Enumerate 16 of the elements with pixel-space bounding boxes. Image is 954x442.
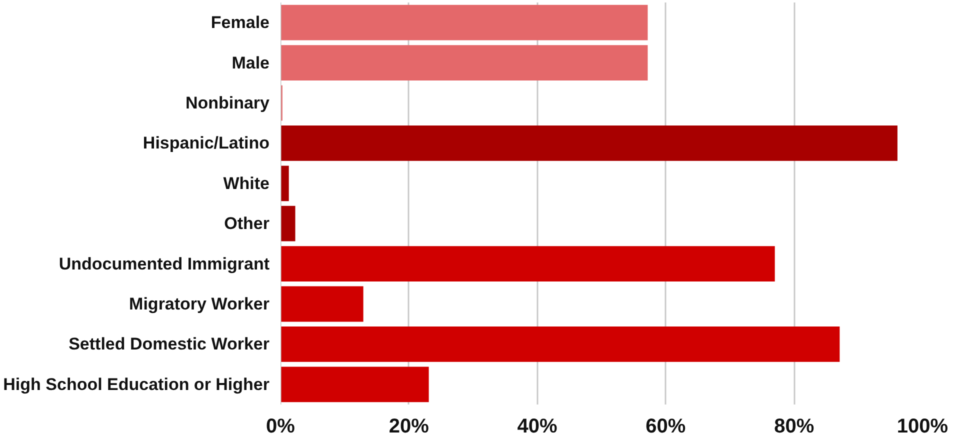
x-tick-label: 100% (896, 416, 948, 438)
y-tick-label: Female (210, 13, 270, 32)
y-tick-label: Other (224, 214, 270, 234)
x-tick-label: 80% (774, 416, 814, 438)
y-tick-label: Settled Domestic Worker (68, 334, 270, 354)
y-tick-label: Undocumented Immigrant (58, 254, 270, 274)
x-tick-label: 40% (517, 416, 558, 438)
x-tick-label: 60% (646, 416, 686, 438)
y-tick-label: White (223, 174, 270, 193)
y-tick-label: Hispanic/Latino (142, 134, 270, 153)
y-tick-label: Migratory Worker (129, 294, 270, 314)
x-tick-label: 20% (388, 416, 430, 438)
y-tick-label: Nonbinary (185, 94, 270, 112)
y-tick-label: High School Education or Higher (3, 374, 270, 394)
x-tick-label: 0% (266, 416, 296, 438)
y-tick-label: Male (232, 53, 270, 72)
